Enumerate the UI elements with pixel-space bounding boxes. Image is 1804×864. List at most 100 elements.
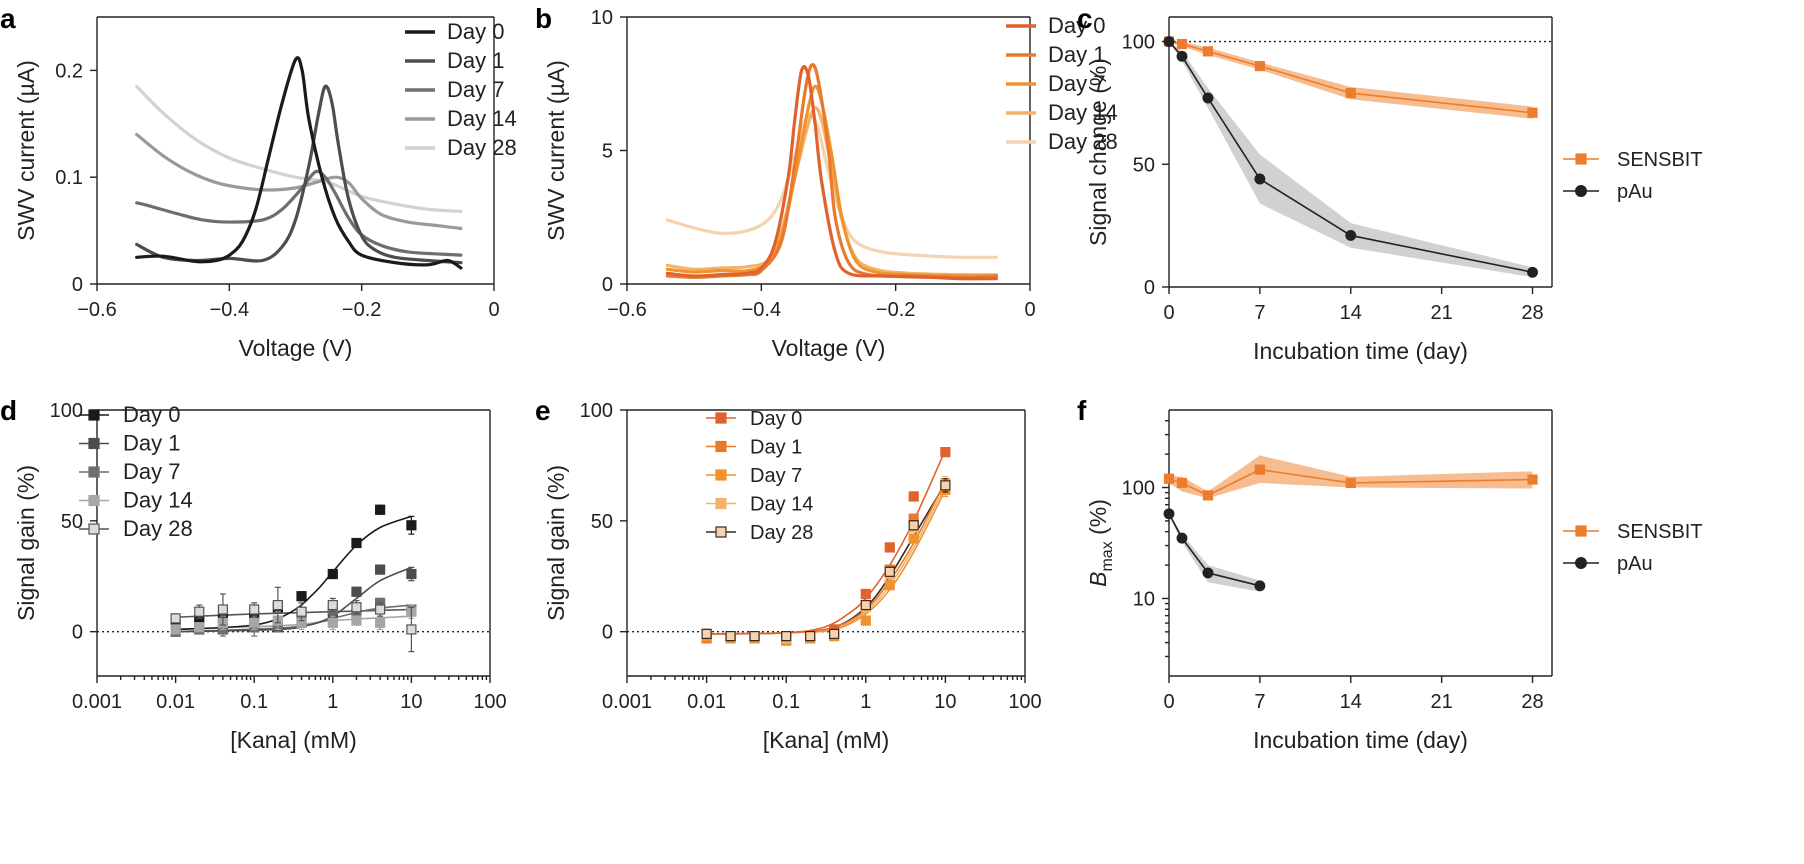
data-point <box>170 624 181 635</box>
y-tick-label: 0 <box>72 274 83 296</box>
data-point <box>1254 464 1265 475</box>
data-point <box>908 520 919 531</box>
data-point <box>1176 477 1188 489</box>
panel-d: d 0.001 0.01 0.1 1 10 100 0 50 100 [Kana] (mM) Sign… <box>0 395 507 753</box>
legend-label: Day 7 <box>1048 71 1105 96</box>
legend-label: Day 0 <box>750 408 802 430</box>
data-point <box>829 628 840 639</box>
series-line <box>665 65 999 281</box>
data-point <box>908 491 919 502</box>
data-point <box>249 617 260 628</box>
x-tick-label: −0.4 <box>742 299 781 321</box>
y-tick-label: 10 <box>1133 588 1155 610</box>
data-point <box>781 630 792 642</box>
x-tick-label: 7 <box>1254 302 1265 324</box>
data-point <box>1527 474 1538 485</box>
legend-swatch-marker <box>715 526 727 538</box>
legend-swatch-marker <box>1575 525 1587 537</box>
y-axis-title: SWV current (µA) <box>13 60 39 241</box>
x-tick-label: 28 <box>1521 302 1543 324</box>
x-tick-label: 0.001 <box>602 691 652 713</box>
legend-label: Day 1 <box>750 437 802 459</box>
data-point <box>406 624 417 635</box>
data-point <box>375 604 386 615</box>
x-tick-label: 0 <box>1024 299 1035 321</box>
y-axis-title: SWV current (µA) <box>543 60 569 241</box>
data-point <box>884 566 895 577</box>
legend-label: Day 1 <box>123 431 180 456</box>
data-point <box>406 520 417 531</box>
data-point <box>351 537 362 549</box>
panel-letter: e <box>535 395 551 426</box>
data-point <box>1345 87 1356 99</box>
y-axis-title: Signal change (%) <box>1085 58 1111 246</box>
data-point <box>327 568 338 580</box>
data-point <box>327 599 338 611</box>
x-tick-label: 21 <box>1431 691 1453 713</box>
x-tick-label: 28 <box>1521 691 1543 713</box>
legend-label: Day 7 <box>123 459 180 484</box>
confidence-band <box>1169 512 1260 592</box>
legend-swatch-marker <box>88 466 100 478</box>
legend-swatch-marker <box>715 440 727 453</box>
confidence-band <box>1169 41 1533 119</box>
legend-swatch-marker <box>88 437 100 450</box>
legend-label: Day 1 <box>1048 42 1105 67</box>
series-line <box>135 169 463 257</box>
x-tick-label: 100 <box>473 691 506 713</box>
legend-label: pAu <box>1617 181 1653 203</box>
data-point <box>217 604 229 615</box>
x-tick-label: −0.2 <box>342 299 381 321</box>
x-tick-label: 0 <box>1163 302 1174 324</box>
y-tick-label: 5 <box>602 141 613 163</box>
legend-label: Day 0 <box>123 402 180 427</box>
data-point <box>194 622 205 633</box>
data-point <box>701 628 712 639</box>
x-tick-label: 14 <box>1340 691 1362 713</box>
data-point <box>1176 50 1188 62</box>
x-axis-title: [Kana] (mM) <box>230 727 357 753</box>
x-tick-label: 10 <box>400 691 422 713</box>
data-point <box>1163 508 1175 520</box>
legend-swatch-marker <box>1575 557 1587 569</box>
legend-label: Day 28 <box>1048 129 1118 154</box>
series-line <box>1168 513 1261 587</box>
legend-label: Day 1 <box>447 48 504 73</box>
data-point <box>1527 107 1538 118</box>
y-tick-label: 100 <box>50 400 83 422</box>
y-tick-label: 0 <box>602 274 613 296</box>
x-tick-label: −0.2 <box>876 299 915 321</box>
data-point <box>1176 532 1188 544</box>
y-tick-label: 0 <box>72 622 83 644</box>
y-axis-title: Signal gain (%) <box>13 465 39 621</box>
data-point <box>884 542 895 553</box>
data-point <box>194 606 205 617</box>
data-point <box>1254 173 1266 185</box>
legend-label: SENSBIT <box>1617 521 1703 543</box>
data-point <box>1254 60 1265 72</box>
data-point <box>1202 92 1214 104</box>
data-point <box>1345 230 1357 241</box>
y-tick-label: 100 <box>1122 478 1155 500</box>
x-tick-label: −0.4 <box>210 299 249 321</box>
data-point <box>860 615 871 626</box>
y-tick-label: 50 <box>1133 154 1155 176</box>
x-tick-label: 0.1 <box>240 691 268 713</box>
panel-a: a −0.6 −0.4 −0.2 0 0 0.1 0.2 Voltage (V) SWV curr… <box>0 3 517 361</box>
data-point <box>170 613 181 624</box>
panel-letter: b <box>535 3 552 34</box>
series-line <box>665 84 999 278</box>
y-tick-label: 100 <box>580 400 613 422</box>
data-point <box>1254 580 1266 592</box>
legend-label: Day 28 <box>447 135 517 160</box>
series-line <box>135 132 463 231</box>
legend-swatch-marker <box>715 469 727 481</box>
x-tick-label: −0.6 <box>607 299 646 321</box>
y-axis-title: Bmax (%) <box>1085 499 1116 587</box>
legend-label: Day 0 <box>1048 13 1105 38</box>
legend-label: Day 14 <box>1048 100 1118 125</box>
confidence-band <box>1169 455 1533 499</box>
panel-letter: a <box>0 3 16 34</box>
data-point <box>375 504 386 515</box>
